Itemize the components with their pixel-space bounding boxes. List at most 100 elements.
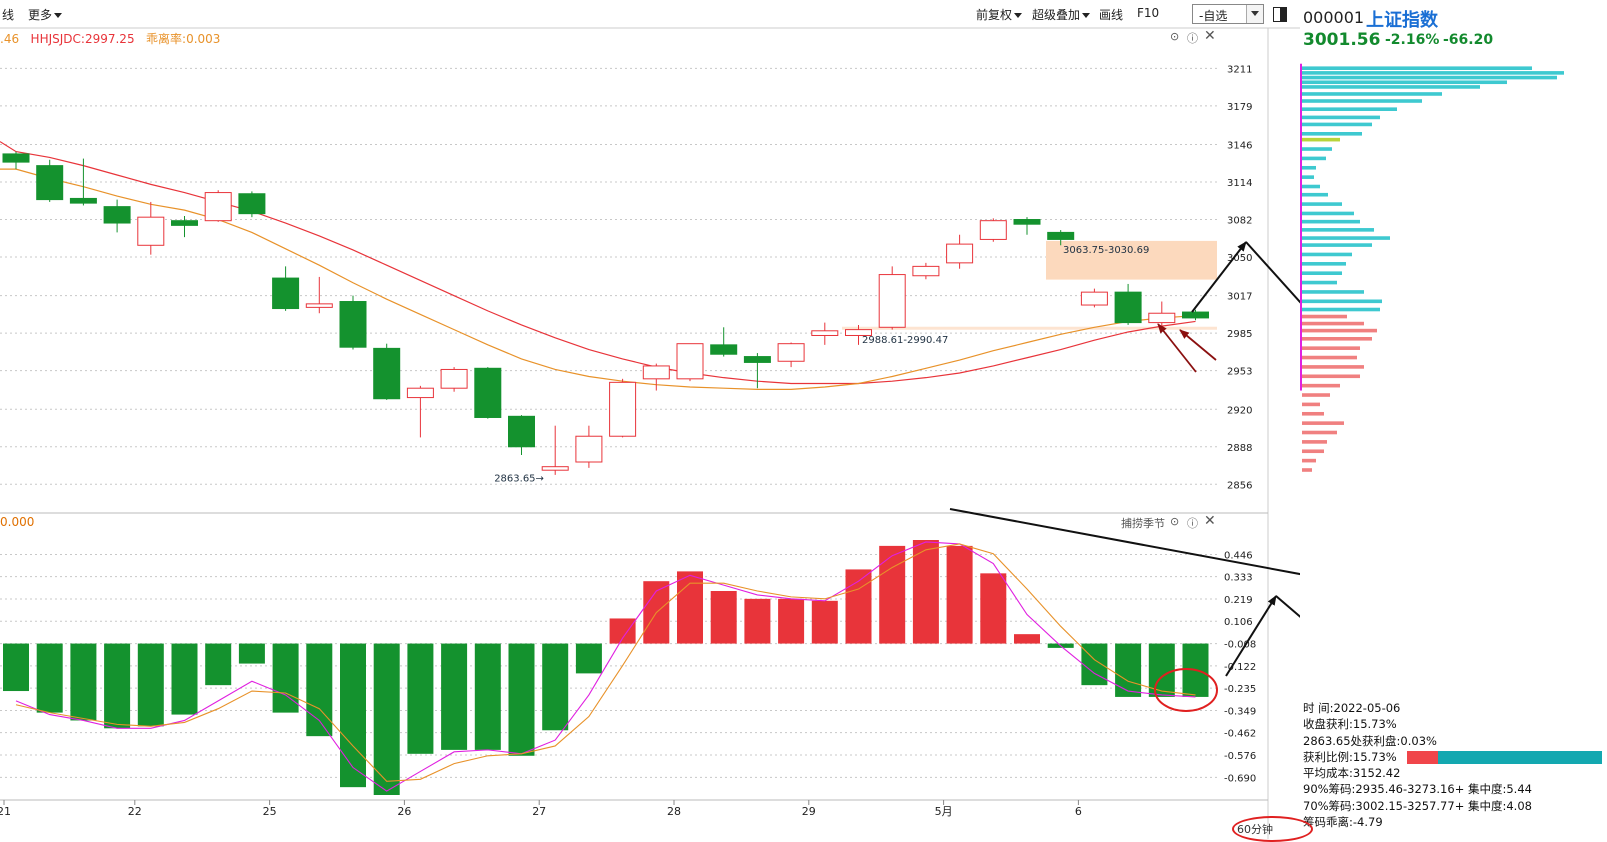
toolbar-item-super-overlay[interactable]: 超级叠加 xyxy=(1032,6,1091,23)
watchlist-dropdown-value: -自选 xyxy=(1199,9,1228,23)
indicator-bar xyxy=(205,643,232,686)
stock-price: 3001.56 xyxy=(1303,30,1381,50)
toolbar-item-f10[interactable]: F10 xyxy=(1137,6,1160,20)
stock-name[interactable]: 上证指数 xyxy=(1366,10,1438,31)
indicator-deviation: 乖离率:0.003 xyxy=(146,32,221,46)
indicator-bar xyxy=(609,618,636,644)
candle-body xyxy=(710,344,738,355)
candle xyxy=(1080,288,1108,308)
indicator-bar xyxy=(70,643,97,721)
chip-bar xyxy=(1302,147,1332,151)
candle-body xyxy=(474,367,502,418)
indicator-bar xyxy=(238,643,265,664)
indicator-bar xyxy=(811,600,838,644)
chip-bar xyxy=(1302,355,1357,360)
period-selector[interactable]: 60分钟 xyxy=(1237,823,1273,836)
y-tick-label: -0.349 xyxy=(1224,706,1256,717)
profit-ratio-fill xyxy=(1407,751,1438,764)
toolbar-item-draw[interactable]: 画线 xyxy=(1099,8,1124,22)
candle-body xyxy=(743,356,771,363)
info-avg-cost: 平均成本:3152.42 xyxy=(1303,766,1401,781)
info-chip90: 90%筹码:2935.46-3273.16+ 集中度:5.44 xyxy=(1303,782,1532,797)
y-tick-label: 2920 xyxy=(1227,405,1252,416)
candle xyxy=(103,199,131,233)
avg-cost-marker xyxy=(1300,63,1302,391)
y-tick-label: 0.446 xyxy=(1224,551,1253,562)
candle xyxy=(676,343,704,382)
toolbar-item-more[interactable]: 更多 xyxy=(28,6,63,23)
chip-bar xyxy=(1302,156,1326,161)
chip-bar xyxy=(1302,122,1372,127)
chip-bar xyxy=(1302,365,1364,369)
indicator-bar xyxy=(474,643,501,750)
candle xyxy=(2,151,30,170)
x-tick-label: 21 xyxy=(0,805,11,818)
candle-body xyxy=(272,277,300,310)
info-chip-dev: 筹码乖离:-4.79 xyxy=(1303,815,1383,830)
candle xyxy=(305,276,333,314)
candle xyxy=(878,266,906,330)
y-tick-label: 2985 xyxy=(1227,329,1252,340)
indicator-bar xyxy=(3,643,29,692)
candle-body xyxy=(440,368,468,389)
candle xyxy=(777,342,805,368)
toolbar-item-line[interactable]: 线 xyxy=(2,8,15,22)
help-icon[interactable]: ⓘ xyxy=(1187,517,1198,530)
candle xyxy=(69,158,97,206)
candle xyxy=(339,295,367,350)
y-tick-label: -0.008 xyxy=(1224,640,1256,651)
chip-bar xyxy=(1302,411,1324,416)
settings-icon[interactable]: ⊙ xyxy=(1170,30,1180,43)
candle-body xyxy=(878,274,906,328)
chip-bar xyxy=(1302,271,1342,275)
chip-bar xyxy=(1302,321,1364,326)
ma-line xyxy=(0,141,1196,385)
candle xyxy=(1013,217,1041,235)
chip-bar xyxy=(1302,192,1328,197)
y-tick-label: 3082 xyxy=(1227,216,1252,227)
candle-body xyxy=(575,435,603,463)
close-icon[interactable]: ✕ xyxy=(1204,513,1216,529)
chevron-down-icon xyxy=(54,13,63,18)
panel-toggle-icon[interactable] xyxy=(1273,7,1287,22)
sub-indicator-title[interactable]: 捕捞季节 xyxy=(1121,517,1165,530)
chip-bar xyxy=(1302,243,1372,247)
chart-area[interactable]: 3211 3179 3146 3114 3082 3050 3017 2985 2953 2920… xyxy=(0,0,1300,839)
y-tick-label: 3114 xyxy=(1227,178,1252,189)
chip-bar xyxy=(1302,252,1352,257)
settings-icon[interactable]: ⊙ xyxy=(1170,515,1180,528)
watchlist-dropdown[interactable]: -自选 xyxy=(1192,4,1264,24)
chip-bar xyxy=(1302,85,1480,89)
indicator-bar xyxy=(542,643,569,731)
candle-body xyxy=(103,206,131,224)
candle-body xyxy=(979,220,1007,240)
candle xyxy=(912,262,940,280)
candle-body xyxy=(373,347,401,400)
support-zone xyxy=(842,326,1217,330)
chip-bar xyxy=(1302,175,1314,179)
indicator-bar xyxy=(946,545,973,644)
help-icon[interactable]: ⓘ xyxy=(1187,32,1198,45)
candle xyxy=(609,378,637,438)
candle-body xyxy=(609,381,637,437)
candle-body xyxy=(137,216,165,246)
info-profit-ratio: 获利比例:15.73% xyxy=(1303,749,1397,764)
candle-body xyxy=(845,329,872,336)
close-icon[interactable]: ✕ xyxy=(1204,28,1216,44)
resistance-zone xyxy=(1046,240,1217,280)
y-tick-label: -0.690 xyxy=(1224,773,1256,784)
candle-body xyxy=(171,220,198,226)
toolbar-item-forward-adjust[interactable]: 前复权 xyxy=(976,6,1023,23)
profit-ratio-rest xyxy=(1437,751,1602,764)
indicator-bar xyxy=(1081,643,1108,686)
info-close-profit: 收盘获利:15.73% xyxy=(1303,717,1397,732)
info-chip70: 70%筹码:3002.15-3257.77+ 集中度:4.08 xyxy=(1303,798,1532,813)
chip-bar xyxy=(1302,421,1344,425)
drawn-arrow xyxy=(1179,329,1217,361)
candle xyxy=(137,201,165,255)
support-label: 2988.61-2990.47 xyxy=(862,335,948,346)
indicator-bar xyxy=(879,545,906,644)
drawn-arrow xyxy=(1245,241,1300,304)
x-tick-label: 25 xyxy=(263,805,277,818)
indicator-bar xyxy=(441,643,468,750)
